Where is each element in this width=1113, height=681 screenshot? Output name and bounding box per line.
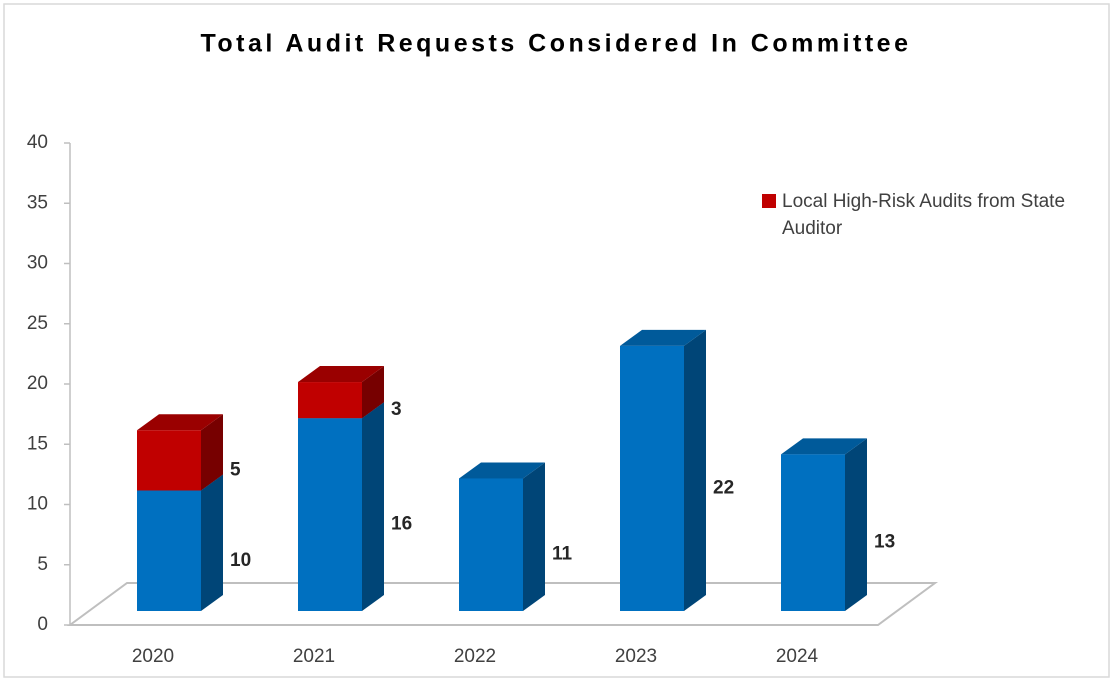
y-tick-label: 35 [27,192,48,213]
x-tick-label: 2021 [293,646,335,667]
legend: Local High-Risk Audits from State Audito… [762,188,1107,242]
bar-front [459,478,523,611]
data-label: 3 [391,399,402,420]
bar [459,462,545,611]
y-tick-label: 5 [37,554,48,575]
y-tick-label: 0 [37,614,48,635]
y-tick-label: 20 [27,373,48,394]
chart-border [3,3,1110,678]
bar-side [201,474,223,611]
bar-side [523,462,545,611]
data-label: 5 [230,459,241,480]
data-label: 16 [391,514,412,535]
bar-top [137,414,223,431]
bar [781,438,867,611]
bar-front [781,454,845,611]
bar-top [620,329,706,346]
x-tick-label: 2022 [454,646,496,667]
bar [298,366,384,419]
bar-side [362,402,384,611]
y-tick-label: 15 [27,433,48,454]
bar-side [845,438,867,611]
bar-top [781,438,867,455]
y-tick-label: 40 [27,132,48,153]
bar-front [137,490,201,611]
x-tick-label: 2024 [776,646,819,667]
bar [137,414,223,491]
legend-item: Local High-Risk Audits from State Audito… [762,188,1107,242]
data-label: 10 [230,550,251,571]
bar-side [201,414,223,491]
bar [298,402,384,611]
y-tick-label: 25 [27,313,48,334]
bar-side [362,366,384,419]
bar-front [137,430,201,491]
data-label: 13 [874,532,895,553]
x-tick-label: 2020 [132,646,174,667]
data-label: 11 [552,544,573,565]
bar-front [298,418,362,611]
bar-top [459,462,545,479]
y-tick-label: 10 [27,494,48,515]
legend-label: Local High-Risk Audits from State Audito… [782,191,1066,239]
bar-top [298,366,384,383]
x-tick-label: 2023 [615,646,657,667]
data-label: 22 [713,477,734,498]
bar [137,474,223,611]
legend-swatch [762,194,776,208]
y-tick-label: 30 [27,253,48,274]
bar-side [684,329,706,611]
bar-front [298,382,362,419]
bar-front [620,345,684,611]
bar [620,329,706,611]
chart-title: Total Audit Requests Considered In Commi… [201,30,912,58]
